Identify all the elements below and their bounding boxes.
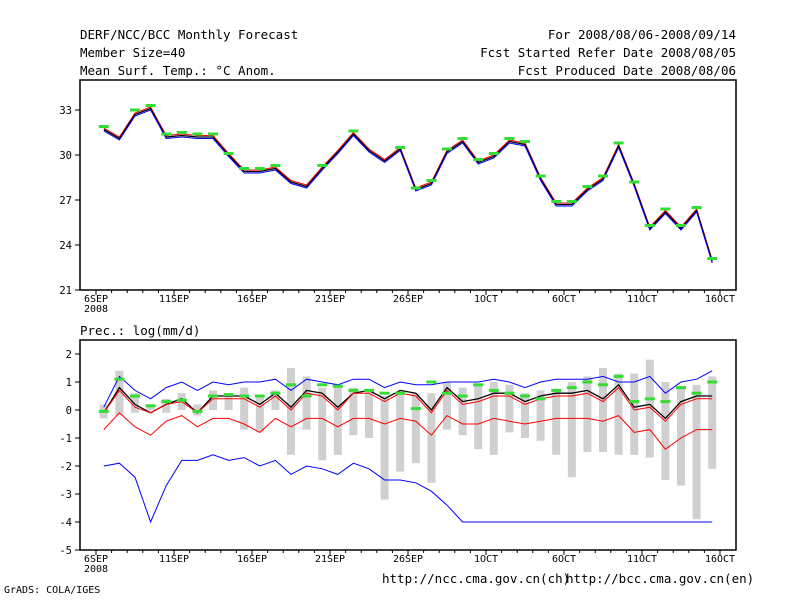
precip-ytick-label: -5: [59, 545, 72, 557]
precip-xtick-label: 11SEP: [159, 554, 189, 565]
precip-spread-bar: [645, 359, 654, 458]
precip-series-lower: [103, 412, 713, 450]
precip-spread-bar: [661, 382, 670, 480]
precip-spread-bar: [458, 387, 467, 436]
precip-spread-bar: [396, 393, 405, 472]
member-size: Member Size=40: [80, 45, 186, 60]
precip-series-median: [103, 386, 713, 422]
precip-spread-bar: [302, 376, 311, 430]
temp-ytick-label: 30: [59, 150, 72, 162]
precip-spread-bar: [567, 382, 576, 478]
precip-ytick-label: -2: [59, 461, 72, 473]
precip-spread-bar: [505, 384, 514, 433]
precip-ytick-label: -3: [59, 489, 72, 501]
temp-ytick-label: 21: [59, 285, 72, 297]
precip-spread-bar: [474, 384, 483, 450]
precip-spread-bar: [708, 376, 717, 469]
temp-xtick-label: 6SEP: [84, 294, 108, 305]
temp-xtick-label: 11SEP: [159, 294, 189, 305]
precip-xtick-label: 6OCT: [552, 554, 576, 565]
variable-label: Mean Surf. Temp.: °C Anom.: [80, 63, 276, 78]
precip-spread-bar: [599, 368, 607, 452]
precip-spread-bar: [677, 387, 685, 486]
precip-spread-bar: [271, 390, 280, 410]
temp-series-upper: [103, 106, 713, 261]
precip-spread-bar: [365, 390, 373, 438]
precip-spread-bar: [162, 398, 171, 413]
precip-spread-bar: [131, 393, 139, 413]
precip-spread-bar: [583, 376, 592, 452]
precip-spread-bar: [411, 393, 420, 464]
forecast-produced-date: Fcst Produced Date 2008/08/06: [517, 63, 736, 78]
precip-spread-bar: [240, 387, 249, 430]
precip-spread-bar: [224, 393, 233, 410]
temp-plot-frame: [79, 79, 737, 291]
temp-series-lower: [103, 109, 713, 264]
temp-xtick-label: 26SEP: [393, 294, 423, 305]
precip-xtick-label: 16OCT: [705, 554, 735, 565]
precip-spread-bar: [209, 390, 217, 410]
precip-series-min: [103, 454, 713, 524]
precip-xtick-label: 6SEP: [84, 554, 108, 565]
precip-spread-bar: [552, 390, 561, 455]
precip-ytick-label: -1: [59, 433, 72, 445]
precip-spread-bar: [630, 373, 639, 455]
precip-spread-bar: [521, 393, 529, 438]
temp-xtick-label: 16OCT: [705, 294, 735, 305]
precip-spread-bar: [380, 396, 389, 500]
precip-title: Prec.: log(mm/d): [80, 323, 201, 338]
precip-ytick-label: 0: [66, 405, 72, 417]
precip-spread-bar: [614, 373, 623, 455]
grads-credit: GrADS: COLA/IGES: [4, 585, 101, 596]
chart-title: DERF/NCC/BCC Monthly Forecast: [80, 27, 299, 42]
precip-spread-bar: [443, 382, 451, 430]
precip-xtick-year: 2008: [84, 564, 108, 575]
precip-ytick-label: -4: [59, 517, 72, 529]
ncc-url[interactable]: http://ncc.cma.gov.cn(ch): [382, 571, 571, 586]
precip-spread-bar: [318, 387, 327, 461]
temp-xtick-label: 21SEP: [315, 294, 345, 305]
forecast-start-date: Fcst Started Refer Date 2008/08/05: [480, 45, 736, 60]
precip-spread-bar: [536, 390, 545, 441]
precip-spread-bar: [333, 387, 342, 455]
temp-xtick-label: 6OCT: [552, 294, 576, 305]
precip-ytick-label: 2: [66, 349, 72, 361]
precip-spread-bar: [287, 368, 295, 455]
temp-xtick-year: 2008: [84, 304, 108, 315]
precip-spread-bar: [692, 384, 701, 520]
precip-series-upper: [103, 370, 713, 408]
precip-spread-bar: [115, 370, 124, 416]
precip-xtick-label: 1OCT: [474, 554, 498, 565]
temp-ytick-label: 27: [59, 195, 72, 207]
precip-xtick-label: 26SEP: [393, 554, 423, 565]
precip-ytick-label: 1: [66, 377, 72, 389]
precip-spread-bar: [255, 396, 264, 433]
temp-xtick-label: 16SEP: [237, 294, 267, 305]
precip-xtick-label: 11OCT: [627, 554, 657, 565]
temp-xtick-label: 11OCT: [627, 294, 657, 305]
precip-xtick-label: 21SEP: [315, 554, 345, 565]
precip-xtick-label: 16SEP: [237, 554, 267, 565]
precip-spread-bar: [349, 387, 358, 436]
precip-spread-bar: [427, 393, 436, 483]
temp-ytick-label: 33: [59, 105, 72, 117]
precip-series-mean: [103, 383, 713, 420]
bcc-url[interactable]: http://bcc.cma.gov.cn(en): [566, 571, 755, 586]
temp-ytick-label: 24: [59, 240, 72, 252]
temp-series-mean: [103, 107, 713, 262]
forecast-period: For 2008/08/06-2008/09/14: [547, 27, 736, 42]
temp-xtick-label: 1OCT: [474, 294, 498, 305]
